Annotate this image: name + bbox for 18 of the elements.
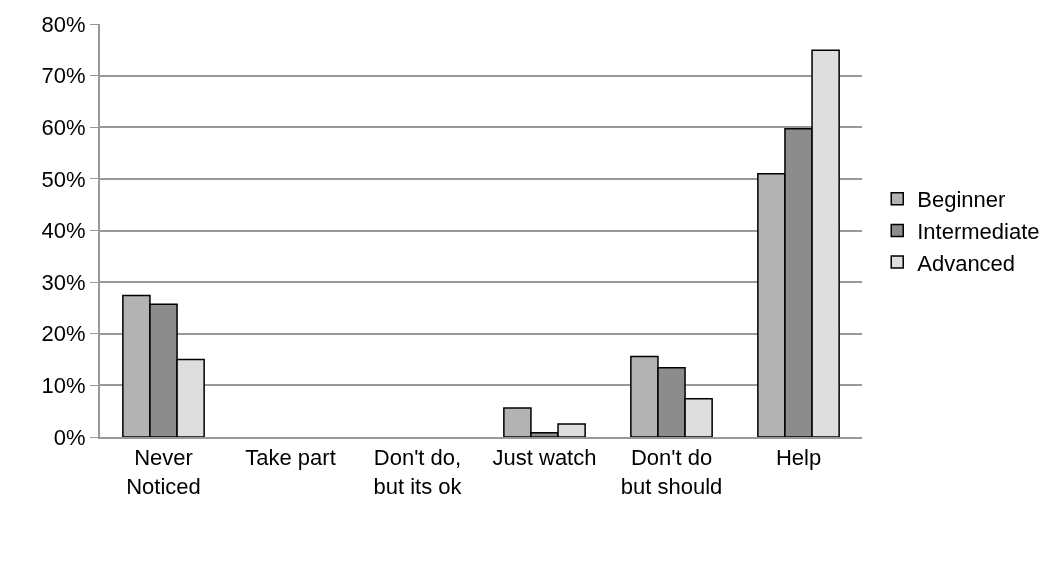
x-tick-label: Don't do but should [620, 445, 723, 499]
legend-label: Beginner [917, 187, 1006, 213]
y-tick-label: 50% [41, 166, 86, 192]
y-tick-label: 20% [41, 321, 86, 347]
y-tick-label: 80% [41, 11, 86, 37]
y-tick-label: 60% [41, 114, 86, 140]
y-tick-label: 30% [41, 269, 86, 295]
legend-label: Advanced [917, 250, 1016, 276]
x-tick-label: Take part [245, 445, 336, 471]
x-tick-label: Never Noticed [126, 445, 201, 499]
y-tick-label: 70% [41, 63, 86, 89]
y-tick-label: 40% [41, 218, 86, 244]
x-tick-label: Just watch [492, 445, 597, 471]
x-tick-label: Don't do, but its ok [373, 445, 463, 499]
y-tick-label: 0% [53, 424, 86, 450]
x-tick-label: Help [775, 445, 822, 471]
y-tick-label: 10% [41, 373, 86, 399]
legend-label: Intermediate [917, 218, 1040, 244]
